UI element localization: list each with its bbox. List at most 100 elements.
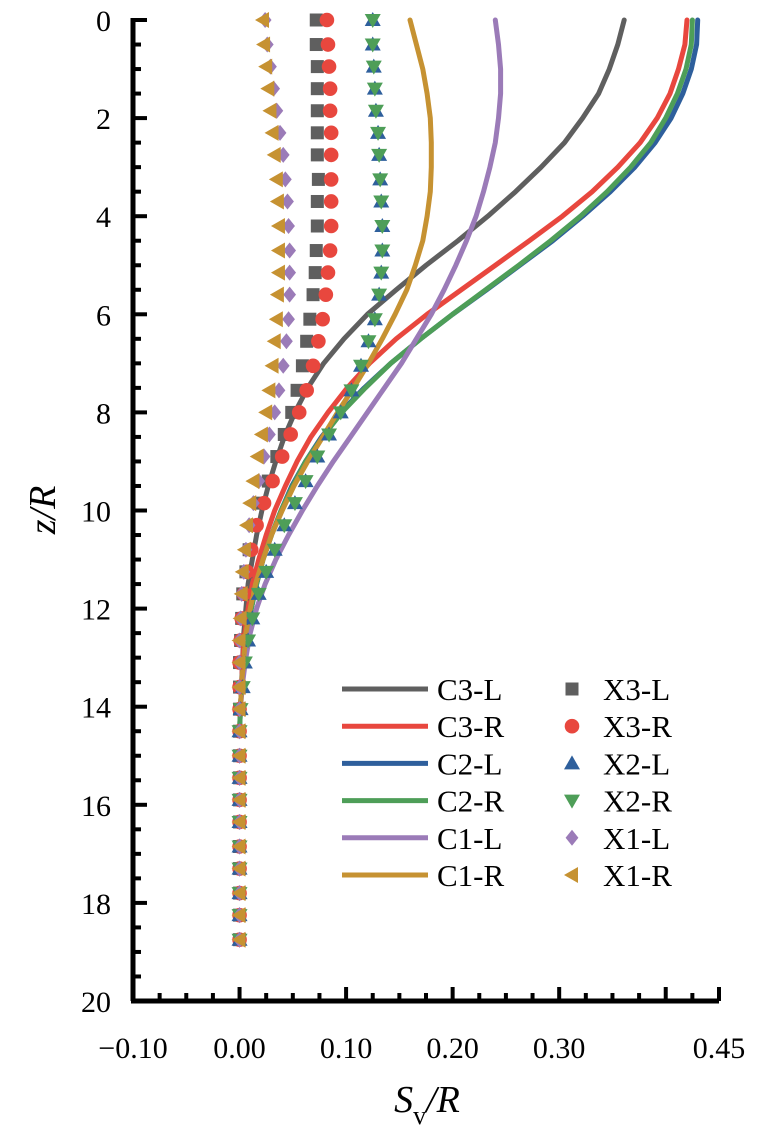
data-point-x3-r <box>323 147 339 163</box>
data-point-x1-r <box>231 885 246 902</box>
data-point-x1-r <box>231 838 246 855</box>
data-point-x3-l <box>300 334 314 348</box>
data-point-x1-r <box>270 264 285 281</box>
data-point-x1-l <box>283 264 297 281</box>
data-point-x3-r <box>265 473 280 489</box>
data-point-x2-r <box>258 565 275 580</box>
legend-item-c3-r: C3-R <box>342 709 505 744</box>
data-point-x2-r <box>373 266 390 281</box>
data-point-x1-l <box>262 426 276 443</box>
data-point-x1-r <box>233 585 248 602</box>
data-point-x1-r <box>249 448 264 465</box>
data-point-x3-l <box>310 194 324 208</box>
data-point-x3-r <box>318 287 334 302</box>
data-point-x1-r <box>266 333 281 350</box>
data-point-x1-r <box>242 495 257 512</box>
x-axis-title-main: S <box>394 1079 413 1121</box>
data-point-x3-r <box>256 495 272 511</box>
data-point-x1-r <box>258 58 273 75</box>
data-point-x3-l <box>309 244 323 258</box>
data-point-x3-l <box>311 172 325 186</box>
data-point-x1-r <box>270 218 285 235</box>
data-point-x3-r <box>299 383 314 398</box>
legend-item-x1-l: X1-L <box>565 821 670 856</box>
data-point-x3-r <box>323 172 339 187</box>
data-point-x1-r <box>262 102 277 119</box>
data-point-x3-r <box>322 243 338 258</box>
legend-label-c2-r: C2-R <box>437 784 505 819</box>
data-point-x3-r <box>283 427 298 442</box>
x-tick-label: −0.10 <box>98 1032 167 1065</box>
data-point-x3-r <box>320 265 336 280</box>
legend-item-c1-r: C1-R <box>342 858 505 893</box>
legend-label-x3-l: X3-L <box>603 672 670 707</box>
data-point-x3-r <box>320 37 336 52</box>
legend-item-c2-l: C2-L <box>342 746 502 781</box>
data-point-x2-r <box>370 126 387 141</box>
data-point-x2-r <box>371 288 388 303</box>
data-point-x1-r <box>245 473 260 490</box>
y-tick-label: 6 <box>96 299 111 332</box>
data-point-x2-r <box>250 587 267 602</box>
legend-marker-x2-l <box>564 755 580 770</box>
data-point-x2-r <box>364 38 381 53</box>
data-point-x1-r <box>231 723 246 740</box>
data-point-x1-r <box>231 701 246 718</box>
data-point-x2-r <box>360 335 377 350</box>
data-point-x1-l <box>280 333 293 350</box>
data-point-x2-r <box>366 82 383 97</box>
data-point-x3-r <box>291 405 307 420</box>
data-point-x2-r <box>266 543 283 558</box>
data-point-x1-l <box>283 286 297 303</box>
y-tick-label: 2 <box>96 103 111 136</box>
x-axis-title-subscript: v <box>413 1101 426 1130</box>
data-point-x1-r <box>232 610 247 627</box>
y-tick-label: 18 <box>81 888 111 921</box>
legend-label-c1-r: C1-R <box>437 858 505 893</box>
y-tick-label: 12 <box>81 594 111 627</box>
x-axis-title: Sv/R <box>394 1079 460 1130</box>
data-point-x1-r <box>264 124 279 141</box>
y-tick-label: 14 <box>81 692 111 725</box>
y-axis-title: z/R <box>22 486 64 536</box>
data-point-x1-r <box>231 654 246 671</box>
legend-item-x3-r: X3-R <box>564 709 672 744</box>
data-point-x3-l <box>309 38 323 52</box>
data-point-x2-r <box>372 173 389 188</box>
legend-layer: C3-LC3-RC2-LC2-RC1-LC1-R X3-LX3-RX2-LX2-R… <box>342 672 672 893</box>
legend-item-x2-r: X2-R <box>564 784 672 819</box>
legend-marker-x2-r <box>564 794 580 809</box>
series-layer <box>231 12 701 948</box>
data-point-x3-l <box>303 312 317 326</box>
data-point-x1-r <box>269 286 284 303</box>
legend-label-x3-r: X3-R <box>603 709 672 744</box>
data-point-x1-l <box>257 448 271 465</box>
data-point-x1-r <box>264 357 279 374</box>
data-point-x1-r <box>261 382 276 399</box>
series-line-c2-r <box>237 17 695 734</box>
legend-label-x1-r: X1-R <box>603 858 672 893</box>
series-c2-r <box>237 17 695 734</box>
data-point-x1-r <box>239 517 254 534</box>
legend-item-x1-r: X1-R <box>564 858 672 893</box>
data-point-x1-l <box>282 311 295 328</box>
data-point-x1-r <box>234 563 249 580</box>
data-point-x1-l <box>270 102 284 119</box>
data-point-x1-r <box>254 12 269 28</box>
data-point-x1-r <box>256 36 271 53</box>
data-point-x2-r <box>297 475 314 490</box>
y-tick-label: 10 <box>81 496 111 529</box>
x-axis-title-suffix: /R <box>424 1079 460 1121</box>
x-tick-label: 0.45 <box>693 1032 746 1065</box>
data-point-x1-r <box>260 80 275 97</box>
data-point-x3-l <box>310 104 324 118</box>
data-point-x1-l <box>272 382 286 399</box>
legend-label-c2-l: C2-L <box>437 746 502 781</box>
legend-label-c3-l: C3-L <box>437 672 502 707</box>
data-point-x2-r <box>276 519 293 534</box>
y-tick-label: 16 <box>81 790 111 823</box>
data-point-x3-l <box>310 126 324 140</box>
data-point-x1-r <box>268 311 283 328</box>
data-point-x2-r <box>371 148 388 163</box>
data-point-x1-r <box>258 404 273 421</box>
